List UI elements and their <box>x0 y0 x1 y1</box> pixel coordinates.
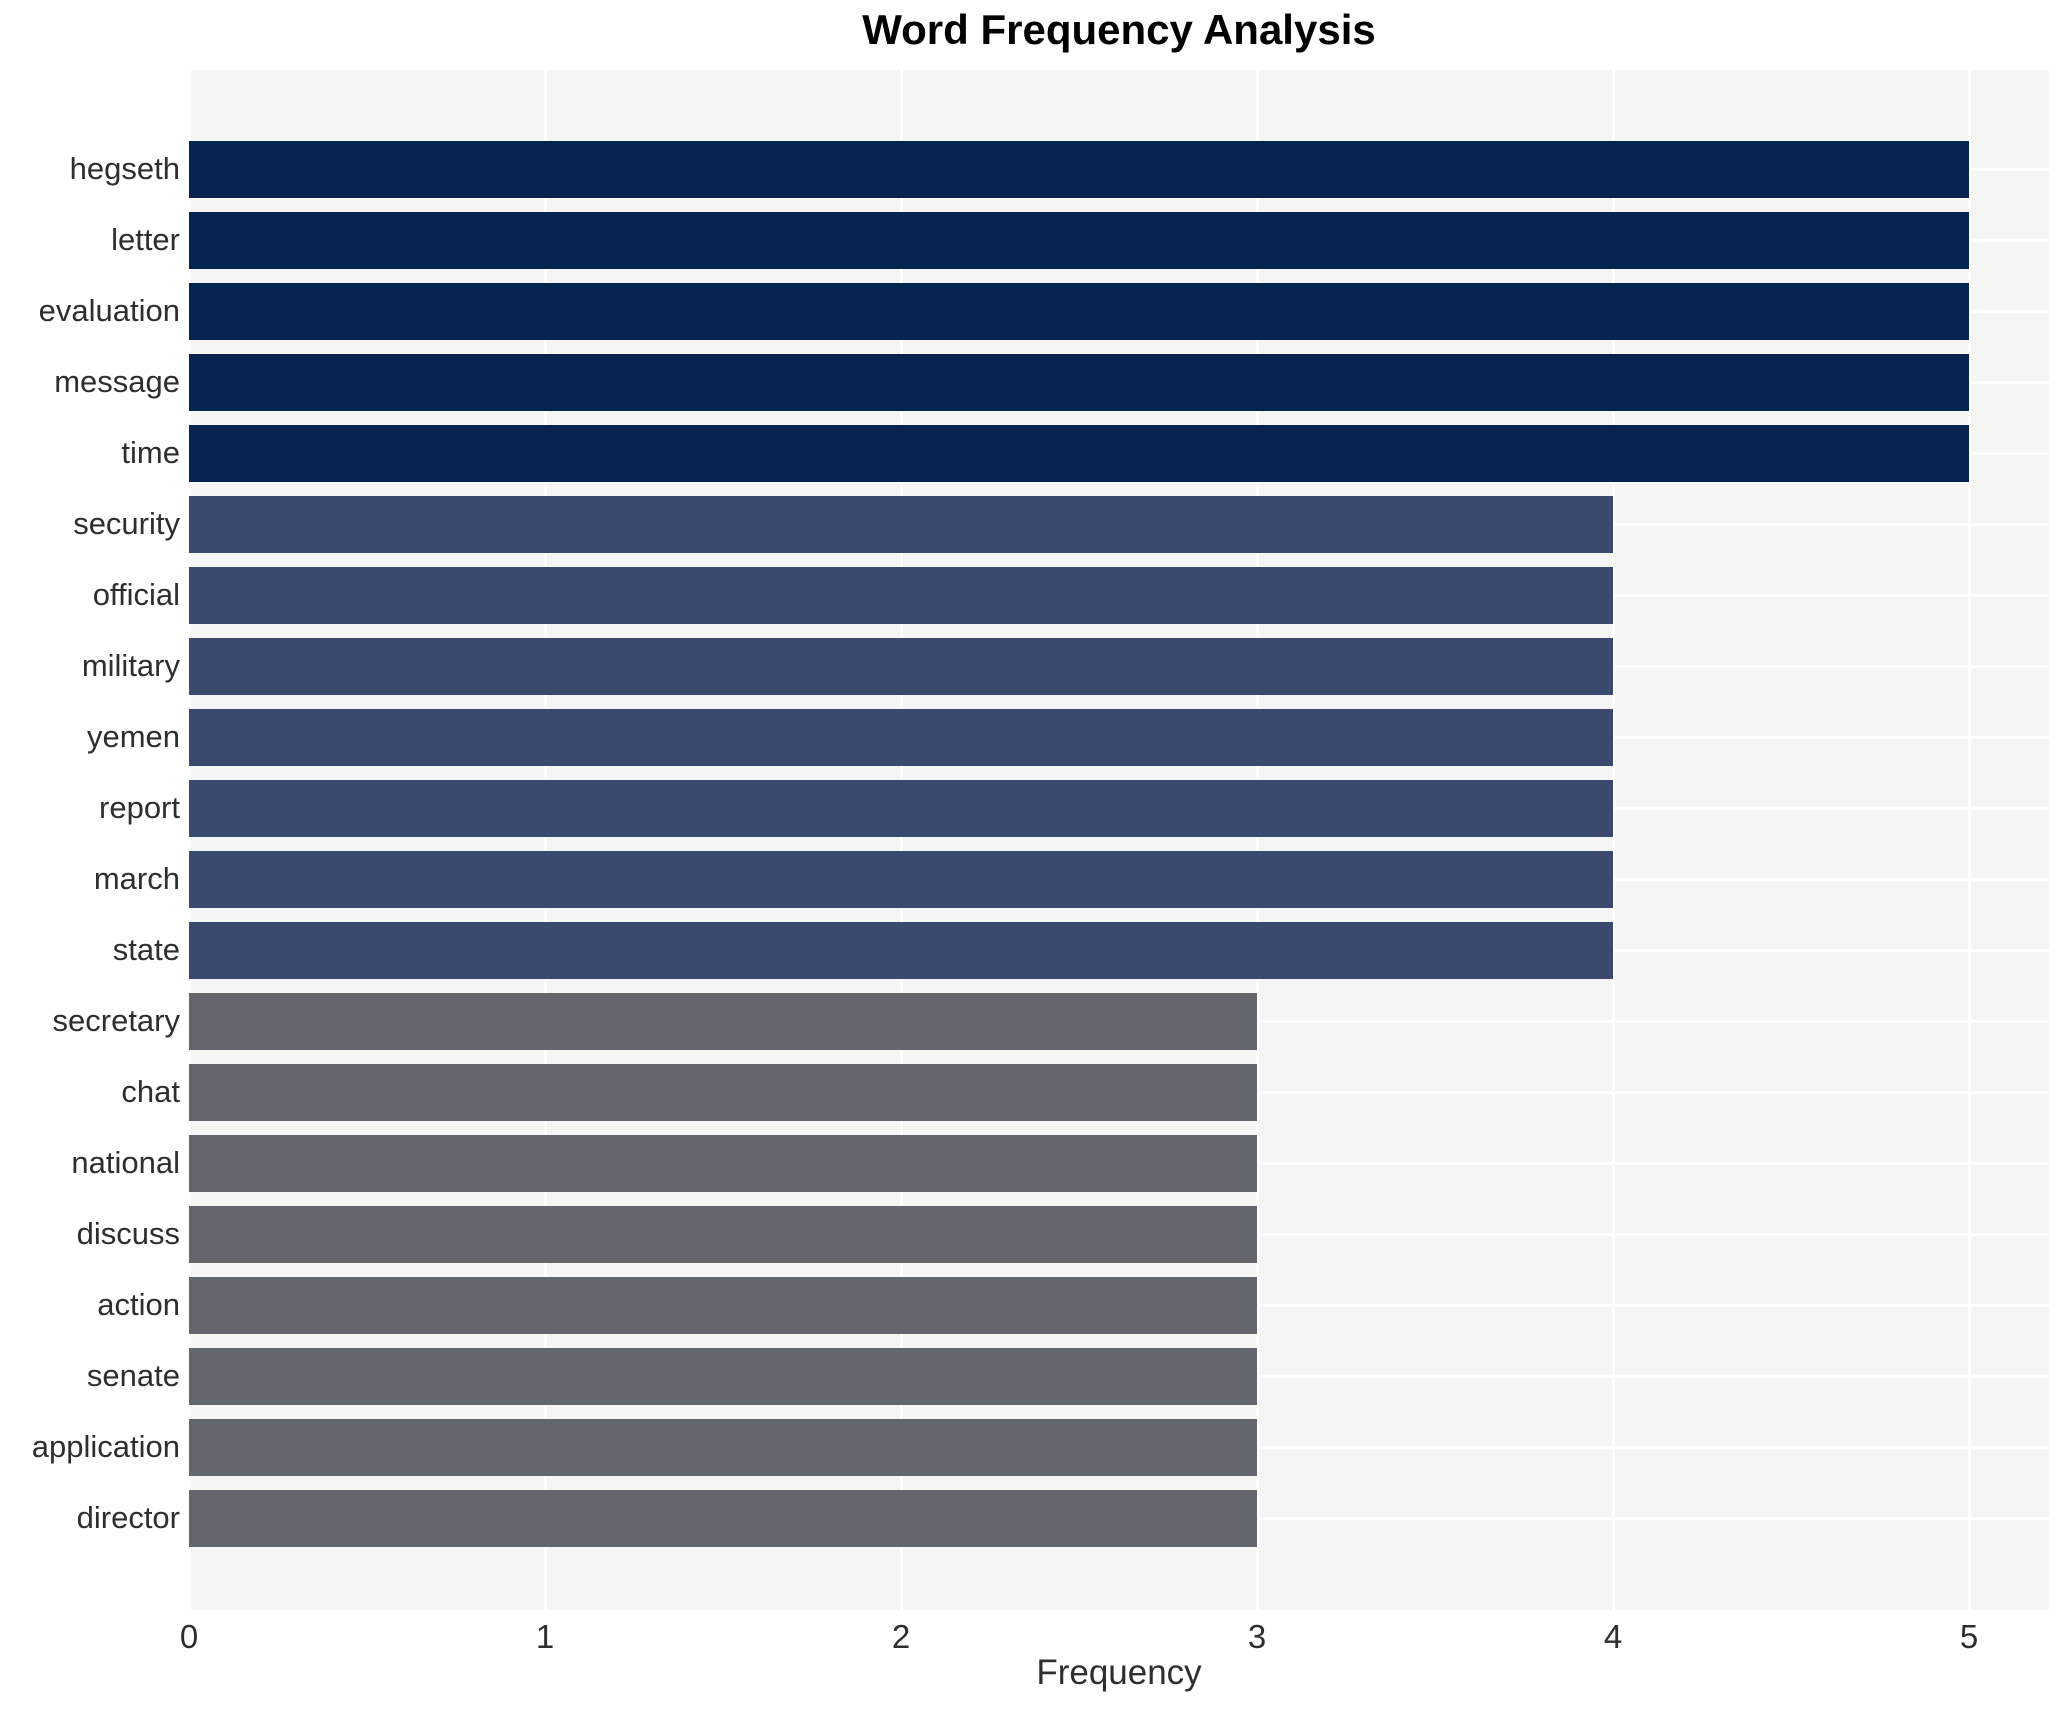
ytick-label-senate: senate <box>86 1358 180 1393</box>
bar-secretary <box>189 992 1257 1050</box>
gridline-x-3 <box>1256 70 1259 1610</box>
bar-time <box>189 424 1969 482</box>
xtick-label-5: 5 <box>1959 1618 1979 1655</box>
xtick-label-4: 4 <box>1603 1618 1623 1655</box>
bar-report <box>189 779 1613 837</box>
ytick-label-march: march <box>93 861 180 896</box>
bar-message <box>189 353 1969 411</box>
ytick-label-action: action <box>97 1287 180 1322</box>
ytick-label-official: official <box>92 577 180 612</box>
bar-evaluation <box>189 282 1969 340</box>
xtick-label-0: 0 <box>179 1618 199 1655</box>
ytick-label-director: director <box>76 1500 180 1535</box>
ytick-label-discuss: discuss <box>76 1216 180 1251</box>
ytick-label-hegseth: hegseth <box>69 151 180 186</box>
bar-letter <box>189 211 1969 269</box>
bar-action <box>189 1276 1257 1334</box>
bar-senate <box>189 1347 1257 1405</box>
x-axis-label: Frequency <box>1036 1653 1202 1692</box>
ytick-label-security: security <box>73 506 180 541</box>
ytick-label-chat: chat <box>121 1074 180 1109</box>
bar-march <box>189 850 1613 908</box>
chart-title: Word Frequency Analysis <box>862 6 1376 53</box>
gridline-x-1 <box>544 70 547 1610</box>
bar-security <box>189 495 1613 553</box>
ytick-label-yemen: yemen <box>86 719 180 754</box>
bar-director <box>189 1489 1257 1547</box>
bar-yemen <box>189 708 1613 766</box>
bar-national <box>189 1134 1257 1192</box>
bar-discuss <box>189 1205 1257 1263</box>
xtick-label-2: 2 <box>891 1618 911 1655</box>
ytick-label-national: national <box>71 1145 180 1180</box>
ytick-label-report: report <box>99 790 180 825</box>
ytick-label-military: military <box>81 648 180 683</box>
xtick-label-1: 1 <box>535 1618 555 1655</box>
ytick-label-state: state <box>112 932 180 967</box>
bar-state <box>189 921 1613 979</box>
bar-military <box>189 637 1613 695</box>
ytick-label-time: time <box>121 435 180 470</box>
ytick-label-application: application <box>31 1429 180 1464</box>
gridline-x-4 <box>1612 70 1615 1610</box>
gridline-x-2 <box>900 70 903 1610</box>
ytick-label-evaluation: evaluation <box>38 293 180 328</box>
gridline-x-0 <box>188 70 191 1610</box>
ytick-label-message: message <box>54 364 180 399</box>
plot-area <box>188 70 2049 1610</box>
gridline-x-5 <box>1968 70 1971 1610</box>
xtick-label-3: 3 <box>1247 1618 1267 1655</box>
bar-hegseth <box>189 140 1969 198</box>
bar-application <box>189 1418 1257 1476</box>
bar-chat <box>189 1063 1257 1121</box>
bar-official <box>189 566 1613 624</box>
ytick-label-letter: letter <box>111 222 180 257</box>
ytick-label-secretary: secretary <box>52 1003 180 1038</box>
